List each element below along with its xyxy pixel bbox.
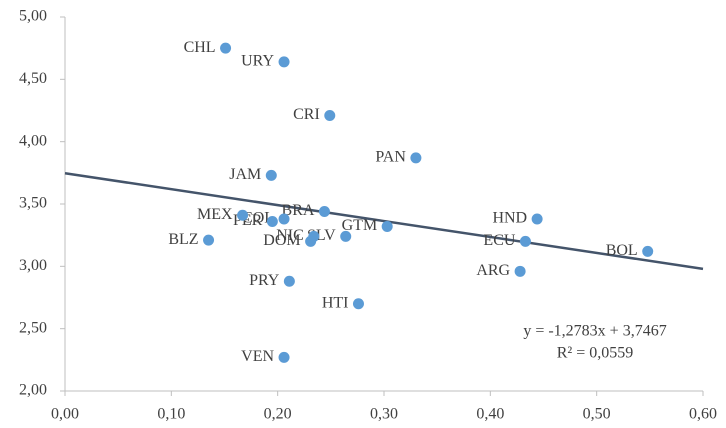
x-tick-label: 0,00 [51, 406, 79, 423]
point [265, 169, 277, 181]
point-label: GTM [342, 217, 378, 234]
y-tick-label: 4,50 [19, 70, 47, 87]
point [514, 265, 526, 277]
point-label: ARG [476, 262, 510, 279]
y-tick-label: 2,00 [19, 382, 47, 399]
point [519, 235, 531, 247]
point [642, 245, 654, 257]
point-label: URY [241, 53, 274, 70]
point [410, 152, 422, 164]
point-label: HTI [322, 294, 349, 311]
x-tick-label: 0,20 [264, 406, 292, 423]
point-label: NIC [276, 227, 304, 244]
point [237, 209, 249, 221]
y-tick-label: 5,00 [19, 8, 47, 25]
point-label: BOL [606, 242, 638, 259]
point [278, 213, 290, 225]
point-label: BLZ [168, 231, 198, 248]
y-tick-label: 2,50 [19, 319, 47, 336]
x-tick-label: 0,40 [476, 406, 504, 423]
trendline [64, 172, 704, 271]
point-label: CRI [293, 106, 320, 123]
point [531, 213, 543, 225]
point [318, 205, 330, 217]
point-label: PAN [375, 149, 406, 166]
point-label: HND [492, 210, 527, 227]
point [278, 56, 290, 68]
point [220, 42, 232, 54]
point-label: ECU [483, 232, 515, 249]
point [266, 215, 278, 227]
point [381, 220, 393, 232]
y-tick-label: 3,00 [19, 257, 47, 274]
y-tick-label: 4,00 [19, 132, 47, 149]
x-tick-label: 0,50 [583, 406, 611, 423]
point-label: BRA [282, 202, 315, 219]
point-label: DOM [263, 232, 300, 249]
point-label: CHL [184, 39, 216, 56]
trend-equation: y = -1,2783x + 3,7467 [523, 323, 666, 340]
point-label: MEX [197, 206, 233, 223]
point-label: COL [242, 210, 274, 227]
x-tick-label: 0,30 [370, 406, 398, 423]
x-tick-label: 0,60 [689, 406, 717, 423]
x-tick-label: 0,10 [157, 406, 185, 423]
point [340, 230, 352, 242]
y-tick-label: 3,50 [19, 195, 47, 212]
point [324, 109, 336, 121]
point-label: JAM [229, 166, 261, 183]
point [278, 351, 290, 363]
point [203, 234, 215, 246]
point-label: VEN [241, 348, 274, 365]
point [305, 235, 317, 247]
point-label: PRY [249, 272, 280, 289]
trend-r2: R² = 0,0559 [557, 345, 634, 362]
point [283, 275, 295, 287]
point [352, 298, 364, 310]
